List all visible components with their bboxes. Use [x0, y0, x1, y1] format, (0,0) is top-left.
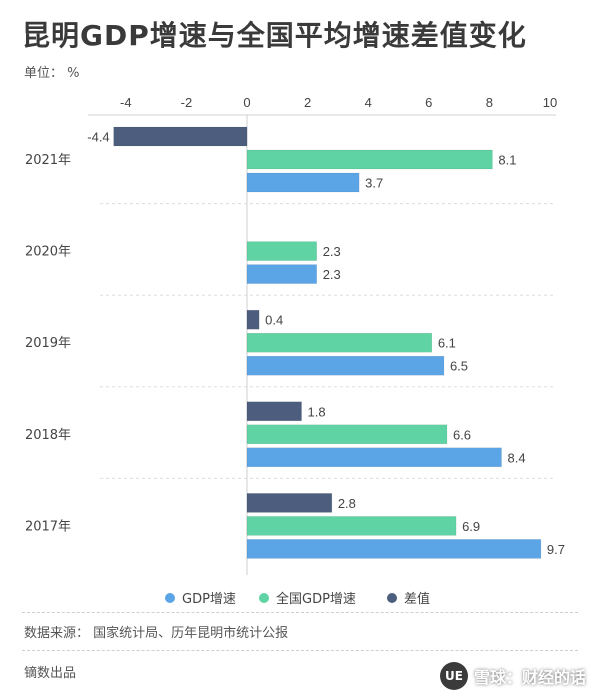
bar: [246, 447, 502, 468]
watermark-logo-icon: UE: [439, 662, 468, 690]
data-label: -4.4: [87, 130, 109, 145]
bar: [246, 516, 457, 536]
chart-title: 昆明GDP增速与全国平均增速差值变化: [22, 19, 527, 52]
x-tick-label: 6: [425, 95, 432, 110]
category-label: 2018年: [25, 428, 71, 443]
legend-label: 全国GDP增速: [276, 591, 356, 607]
legend-marker: [387, 593, 397, 603]
bar: [246, 241, 317, 261]
data-label: 2.3: [323, 267, 341, 282]
bar: [246, 264, 317, 284]
category-label: 2021年: [25, 153, 71, 168]
bar: [246, 493, 333, 513]
data-label: 6.1: [438, 336, 456, 351]
legend-label: GDP增速: [182, 592, 236, 607]
data-label: 0.4: [265, 313, 283, 328]
bar: [113, 126, 248, 147]
bar: [246, 149, 493, 170]
bar: [246, 355, 445, 376]
bar: [246, 332, 433, 353]
data-label: 1.8: [308, 404, 326, 419]
divider: [22, 612, 578, 613]
data-source: 数据来源： 国家统计局、历年昆明市统计公报: [24, 626, 289, 641]
data-label: 6.9: [462, 519, 480, 534]
legend-marker: [165, 593, 175, 603]
bar: [246, 539, 542, 559]
unit-label: 单位： %: [24, 66, 80, 81]
x-tick-label: 2: [304, 95, 311, 110]
x-tick-label: -4: [120, 95, 132, 110]
divider: [22, 650, 578, 651]
data-label: 6.6: [453, 427, 471, 442]
bar: [246, 309, 260, 330]
legend-marker: [259, 593, 269, 603]
x-tick-label: 8: [486, 95, 493, 110]
x-tick-label: -2: [181, 95, 193, 110]
bar: [246, 401, 302, 422]
bar: [246, 172, 360, 193]
data-label: 8.1: [498, 153, 516, 168]
category-label: 2020年: [25, 245, 71, 260]
bar-chart: -4 -2 0 2 4 6 8 10 2021年 -4.4 8.1 3.7 2020年 2.3 2.3 201…: [25, 95, 565, 607]
category-label: 2017年: [25, 519, 71, 534]
data-label: 3.7: [365, 176, 383, 191]
data-label: 9.7: [547, 542, 565, 557]
data-label: 2.8: [338, 496, 356, 511]
data-label: 2.3: [323, 244, 341, 259]
category-label: 2019年: [25, 336, 71, 351]
watermark: UE 雪球：财经的话: [439, 662, 586, 690]
data-label: 6.5: [450, 359, 468, 374]
x-tick-label: 0: [243, 95, 250, 110]
x-tick-label: 10: [543, 95, 557, 110]
producer-credit: 镝数出品: [24, 666, 77, 681]
x-tick-label: 4: [365, 95, 372, 110]
watermark-text: 雪球：财经的话: [473, 668, 586, 687]
legend-label: 差值: [404, 591, 430, 607]
data-label: 8.4: [508, 450, 526, 465]
bar: [246, 424, 448, 445]
